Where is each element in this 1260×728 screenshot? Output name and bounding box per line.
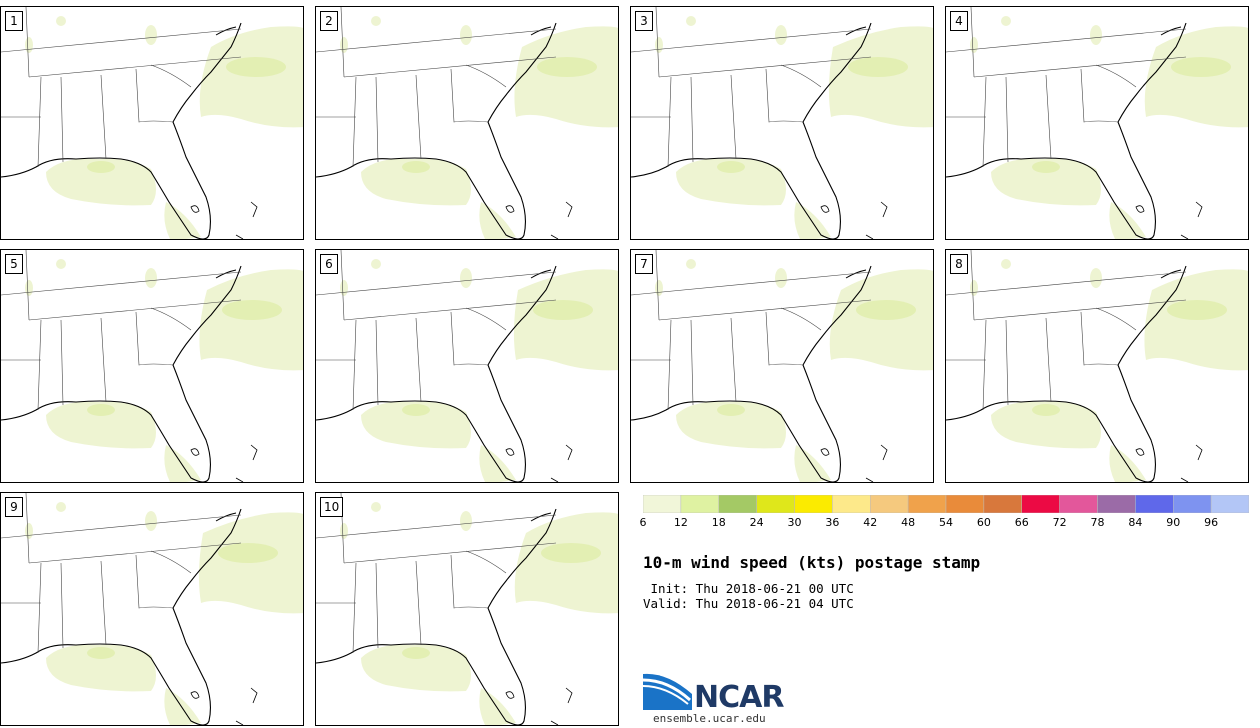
member-number: 1 [5,11,23,31]
ensemble-member-panel: 10 [315,492,619,726]
colorbar-swatch [1021,495,1060,513]
colorbar-swatch [1210,495,1249,513]
member-number: 2 [320,11,338,31]
colorbar-swatch [1059,495,1098,513]
colorbar-tick-label: 12 [673,516,688,529]
colorbar-tick-label: 36 [825,516,840,529]
member-number: 3 [635,11,653,31]
valid-time: Valid: Thu 2018-06-21 04 UTC [643,596,854,611]
colorbar-swatch [983,495,1022,513]
colorbar-swatch [1097,495,1136,513]
ensemble-member-panel: 4 [945,6,1249,240]
wind-map [316,493,618,725]
colorbar-swatch [756,495,795,513]
ncar-logo-text: NCAR [694,680,784,715]
member-number: 7 [635,254,653,274]
wind-map [316,7,618,239]
colorbar-swatch [1135,495,1174,513]
colorbar-tick-label: 66 [1014,516,1029,529]
member-number: 6 [320,254,338,274]
colorbar-swatch [680,495,719,513]
colorbar-swatch [794,495,833,513]
plot-title: 10-m wind speed (kts) postage stamp [643,553,981,572]
ensemble-member-panel: 6 [315,249,619,483]
colorbar-swatch [832,495,871,513]
colorbar-tick-label: 60 [976,516,991,529]
ensemble-member-panel: 2 [315,6,619,240]
wind-map [316,250,618,482]
ensemble-member-panel: 9 [0,492,304,726]
member-number: 8 [950,254,968,274]
colorbar-tick-label: 48 [901,516,916,529]
colorbar-swatch [945,495,985,513]
colorbar-tick-label: 54 [939,516,953,529]
colorbar-swatch [643,495,682,513]
wind-map [1,493,303,725]
colorbar-tick-label: 6 [639,516,647,529]
member-number: 9 [5,497,23,517]
wind-map [1,250,303,482]
ensemble-member-panel: 5 [0,249,304,483]
colorbar-tick-label: 42 [863,516,878,529]
colorbar-tick-label: 72 [1052,516,1067,529]
init-time: Init: Thu 2018-06-21 00 UTC [643,581,854,596]
colorbar-tick-label: 90 [1166,516,1181,529]
ensemble-member-panel: 7 [630,249,934,483]
wind-speed-colorbar [643,495,1249,513]
ensemble-member-panel: 1 [0,6,304,240]
colorbar-swatch [870,495,909,513]
wind-map [631,250,933,482]
wind-map [631,7,933,239]
member-number: 5 [5,254,23,274]
colorbar-swatch [1173,495,1212,513]
colorbar-tick-label: 96 [1204,516,1219,529]
colorbar-swatch [718,495,757,513]
wind-map [946,250,1248,482]
colorbar-tick-label: 84 [1128,516,1143,529]
ncar-logo [642,673,692,710]
ensemble-member-panel: 8 [945,249,1249,483]
logo-url: ensemble.ucar.edu [653,712,766,725]
colorbar-tick-label: 24 [749,516,764,529]
colorbar-tick-label: 18 [711,516,726,529]
colorbar-tick-label: 30 [787,516,802,529]
member-number: 10 [320,497,344,517]
colorbar-tick-label: 78 [1090,516,1105,529]
ensemble-member-panel: 3 [630,6,934,240]
colorbar-swatch [907,495,947,513]
wind-map [1,7,303,239]
member-number: 4 [950,11,968,31]
wind-map [946,7,1248,239]
